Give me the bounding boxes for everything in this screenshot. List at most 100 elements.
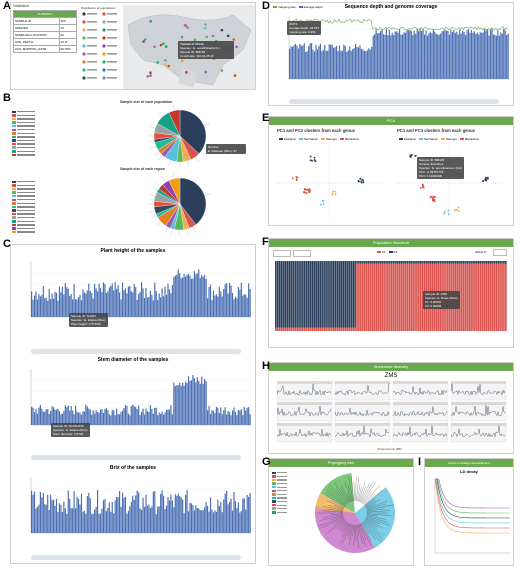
plant-height-chart[interactable] — [13, 257, 253, 337]
stem-diameter-scrollbar[interactable] — [31, 455, 241, 460]
pie-legend-item[interactable] — [12, 194, 35, 198]
pca1-legend[interactable]: Erianthus Saccharum Narenga Miscanthus — [279, 137, 359, 141]
diversity-facets[interactable] — [277, 381, 509, 445]
pie2-chart[interactable] — [110, 172, 250, 236]
diversity-header[interactable]: Nucleotide diversity — [269, 363, 513, 371]
pie-legend-item[interactable] — [12, 209, 35, 213]
bar — [124, 288, 127, 317]
select-k-dropdown[interactable] — [493, 249, 507, 256]
tree-legend-item[interactable] — [272, 489, 287, 493]
brix-scrollbar[interactable] — [31, 555, 241, 560]
legend-swatch — [399, 137, 403, 140]
pie-legend-item[interactable] — [12, 202, 35, 206]
bar — [491, 28, 493, 79]
tree-legend-item[interactable] — [272, 511, 287, 515]
tree-legend-item[interactable] — [272, 496, 287, 500]
structure-bar-k1 — [302, 327, 304, 331]
species-select[interactable] — [273, 250, 291, 257]
depth-scrollbar[interactable] — [289, 99, 499, 104]
pie1-chart[interactable] — [110, 104, 250, 168]
pie-legend-item[interactable] — [12, 180, 35, 184]
pie-legend-item[interactable] — [12, 135, 35, 139]
pie-legend-item[interactable] — [12, 128, 35, 132]
ld-header[interactable]: Decay of linkage disequilibrium — [425, 459, 513, 467]
pca-legend-item[interactable]: Erianthus — [399, 137, 416, 141]
brix-chart[interactable] — [13, 473, 253, 553]
pie-legend-item[interactable] — [12, 230, 35, 234]
pca-point — [306, 188, 309, 191]
pie-legend-item[interactable] — [12, 124, 35, 128]
pie-legend-item[interactable] — [12, 117, 35, 121]
pie-legend-item[interactable] — [12, 139, 35, 143]
pca1-plot[interactable] — [273, 143, 389, 223]
pca-legend-item[interactable]: Erianthus — [279, 137, 296, 141]
depth-legend[interactable]: mapping rate average depth — [273, 5, 323, 9]
pie-legend-item[interactable] — [12, 187, 35, 191]
pie2-legend[interactable] — [12, 180, 35, 234]
pie-legend-item[interactable] — [12, 110, 35, 114]
region-select[interactable] — [293, 250, 311, 257]
row-value: 300 — [58, 17, 78, 25]
depth-chart[interactable] — [271, 13, 511, 93]
pie-legend-item[interactable] — [12, 184, 35, 188]
tree-legend-item[interactable] — [272, 503, 287, 507]
tree-legend-item[interactable] — [272, 507, 287, 511]
pca-legend-item[interactable]: Narenga — [320, 137, 337, 141]
structure-header[interactable]: Population Structure — [269, 239, 513, 247]
bar — [209, 497, 212, 533]
tree-legend-item[interactable] — [272, 485, 287, 489]
legend-swatch — [12, 194, 16, 198]
bar — [239, 289, 241, 317]
tree-legend-item[interactable] — [272, 478, 287, 482]
structure-chart[interactable] — [271, 257, 511, 341]
tree-legend-item[interactable] — [272, 482, 287, 486]
pie-legend-item[interactable] — [12, 150, 35, 154]
bar — [67, 288, 69, 317]
tree-legend-item[interactable] — [272, 500, 287, 504]
bar — [108, 414, 110, 425]
structure-legend[interactable]: K1 K2 — [377, 250, 397, 254]
pie-legend-item[interactable] — [12, 142, 35, 146]
pie-legend-item[interactable] — [12, 153, 35, 157]
stem-diameter-chart[interactable] — [13, 365, 253, 443]
pca-legend-item[interactable]: Saccharum — [418, 137, 438, 141]
pie-legend-item[interactable] — [12, 223, 35, 227]
pie-legend-item[interactable] — [12, 227, 35, 231]
pie-legend-item[interactable] — [12, 205, 35, 209]
tree-legend-item[interactable] — [272, 475, 287, 479]
tree-header[interactable]: Phylogeny tree — [269, 459, 413, 467]
structure-bar-k2 — [458, 261, 461, 264]
tree-legend-item[interactable] — [272, 471, 287, 475]
bar — [143, 506, 146, 533]
pca-legend-item[interactable]: Saccharum — [298, 137, 318, 141]
pie-legend-item[interactable] — [12, 121, 35, 125]
pca-legend-item[interactable]: Narenga — [440, 137, 457, 141]
pie-legend-item[interactable] — [12, 146, 35, 150]
pie-legend-item[interactable] — [12, 212, 35, 216]
ld-decay-chart[interactable] — [427, 475, 513, 563]
tree-branch — [327, 509, 344, 512]
pie1-legend[interactable] — [12, 110, 35, 157]
pie-leader — [203, 123, 210, 126]
pca-legend-item[interactable]: Miscanthus — [459, 137, 479, 141]
pie-leader — [195, 156, 199, 162]
bar — [416, 29, 418, 80]
bar — [418, 31, 420, 79]
pie-legend-item[interactable] — [12, 191, 35, 195]
structure-bar-k1 — [392, 263, 395, 331]
pca2-legend[interactable]: Erianthus Saccharum Narenga Miscanthus — [399, 137, 479, 141]
tree-legend[interactable] — [272, 471, 287, 514]
phylogeny-tree[interactable] — [293, 469, 413, 565]
tree-branch — [332, 519, 345, 528]
pie-legend-item[interactable] — [12, 114, 35, 118]
pca-legend-item[interactable]: Miscanthus — [339, 137, 359, 141]
tree-branch — [357, 487, 362, 502]
pie-legend-item[interactable] — [12, 198, 35, 202]
pca2-plot[interactable] — [393, 143, 509, 223]
pie-legend-item[interactable] — [12, 216, 35, 220]
pie-legend-item[interactable] — [12, 132, 35, 136]
tree-legend-item[interactable] — [272, 493, 287, 497]
plant-height-scrollbar[interactable] — [31, 349, 241, 354]
pca-header[interactable]: PCA — [269, 117, 513, 125]
pie-legend-item[interactable] — [12, 220, 35, 224]
